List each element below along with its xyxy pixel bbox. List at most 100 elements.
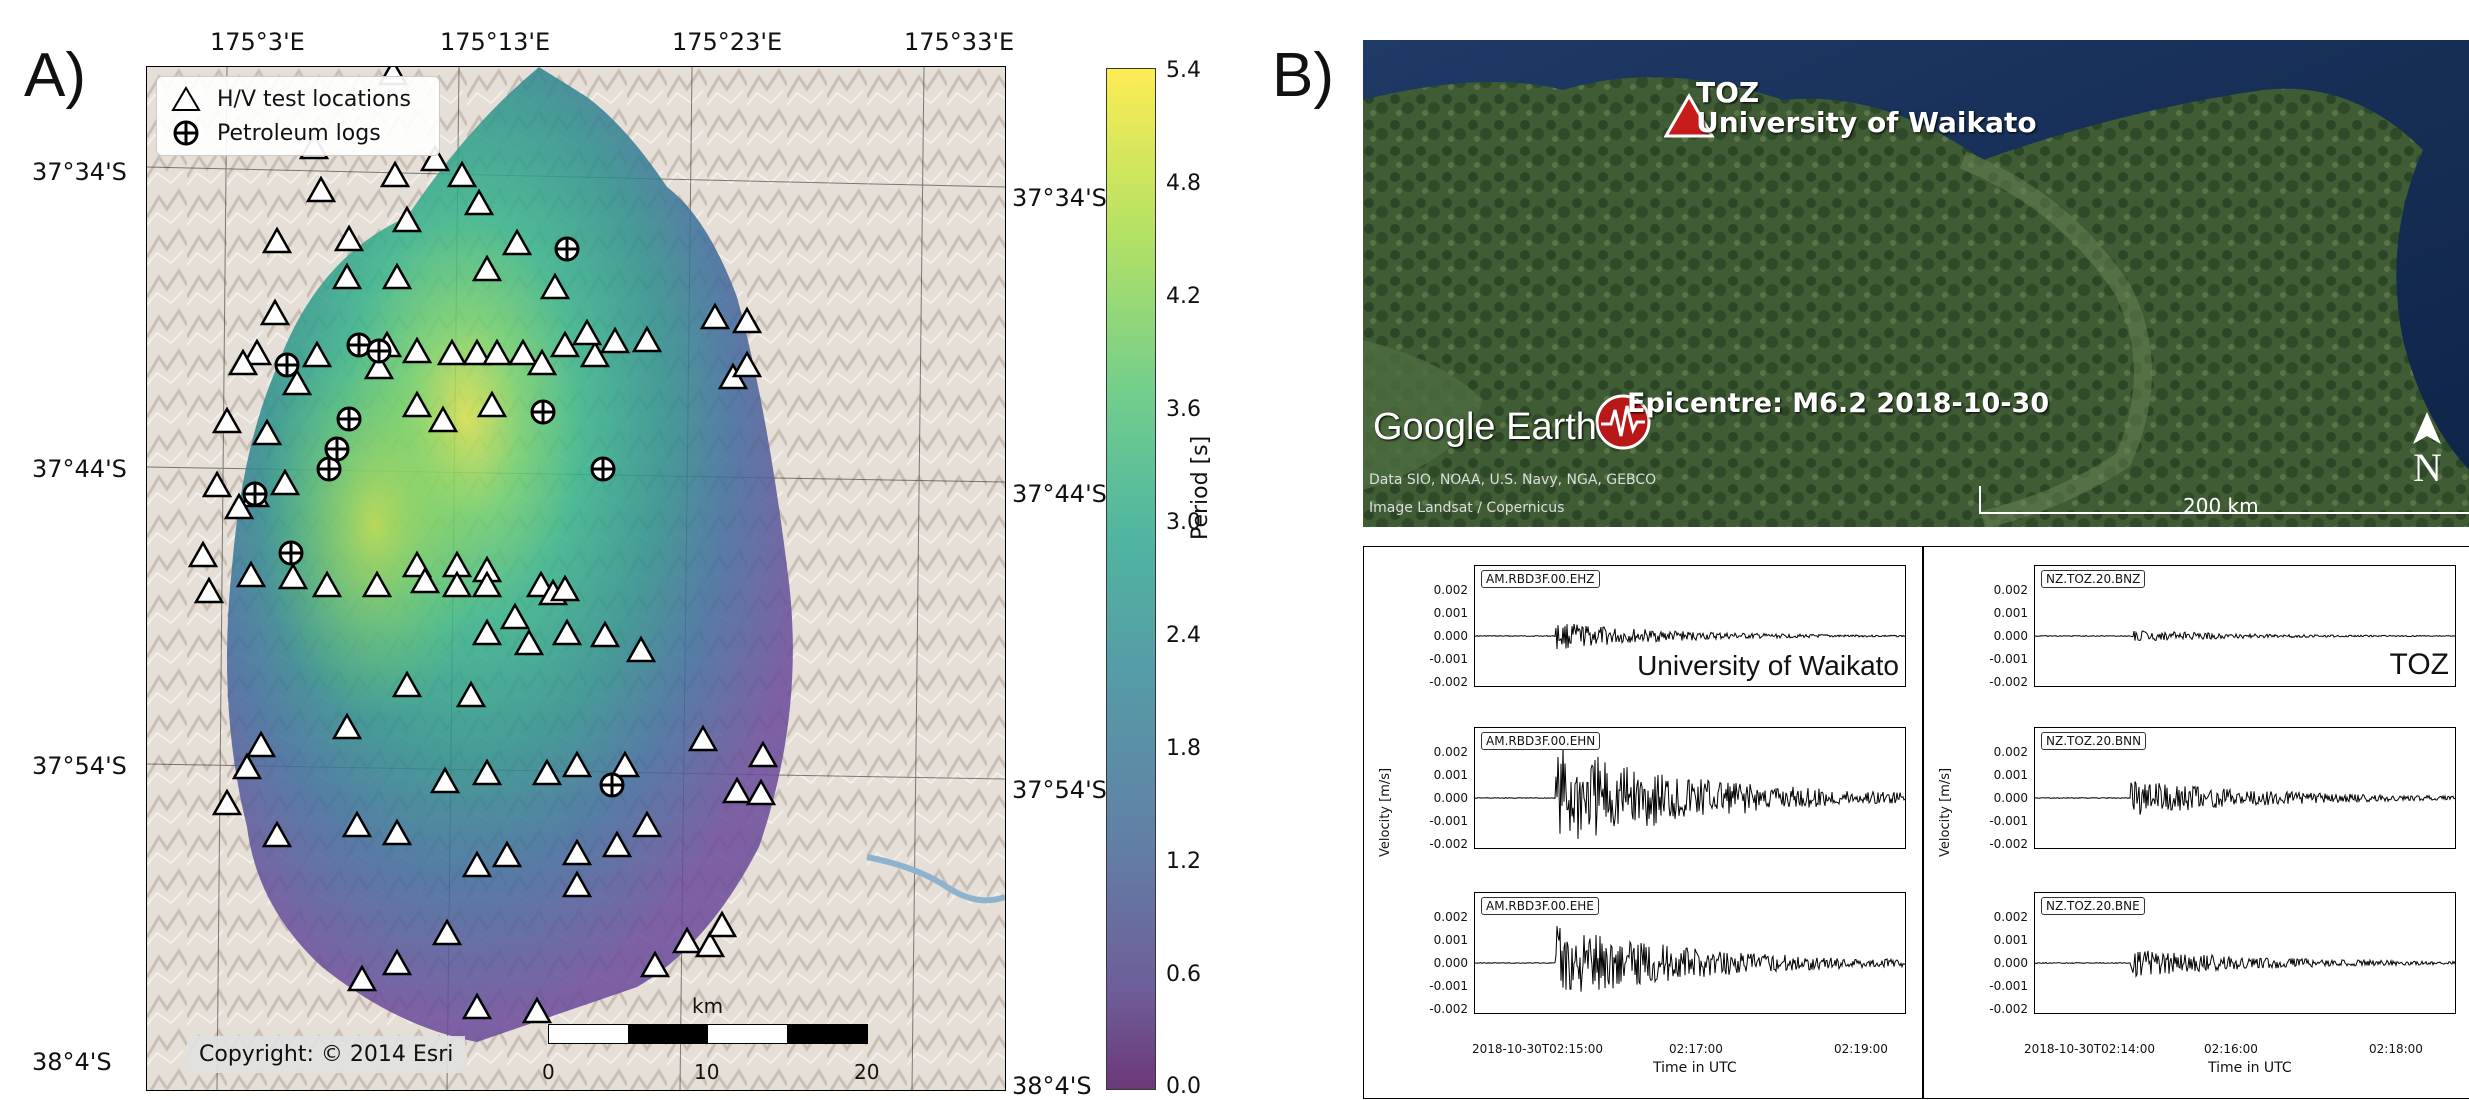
station-code: TOZ xyxy=(1696,76,1760,109)
epicentre-label: Epicentre: M6.2 2018-10-30 xyxy=(1627,388,2050,419)
hv-test-marker xyxy=(381,262,413,290)
y-tick-label: -0.002 xyxy=(1989,675,2028,689)
hv-test-marker xyxy=(211,406,243,434)
y-tick-label: -0.002 xyxy=(1429,837,1468,851)
x-axis-label: Time in UTC xyxy=(2208,1060,2292,1076)
hv-test-marker xyxy=(631,325,663,353)
hv-test-marker xyxy=(436,338,468,366)
x-tick-label: 02:17:00 xyxy=(1669,1042,1723,1056)
y-tick-label: 0.000 xyxy=(1993,791,2028,805)
y-tick-label: 0.002 xyxy=(1433,583,1468,597)
hv-test-marker xyxy=(281,368,313,396)
petroleum-log-marker xyxy=(346,332,372,358)
hv-test-marker xyxy=(193,576,225,604)
petroleum-log-marker xyxy=(242,481,268,507)
hv-test-marker xyxy=(471,570,503,598)
station-triangle-icon xyxy=(1664,92,1715,138)
hv-test-marker xyxy=(551,618,583,646)
hv-test-marker xyxy=(579,340,611,368)
scale-unit: km xyxy=(692,994,724,1018)
y-tick-label: 0.001 xyxy=(1993,768,2028,782)
hv-test-marker xyxy=(419,144,451,172)
waveform xyxy=(1475,624,1906,650)
y-tick-label: 0.000 xyxy=(1993,956,2028,970)
petroleum-log-marker xyxy=(530,399,556,425)
map-legend: H/V test locations Petroleum logs xyxy=(156,76,440,156)
hv-test-marker xyxy=(561,838,593,866)
petroleum-log-marker xyxy=(324,436,350,462)
y-axis-label: Velocity [m/s] xyxy=(1378,767,1393,857)
x-tick-label: 2018-10-30T02:14:00 xyxy=(2024,1042,2155,1056)
petroleum-log-marker xyxy=(278,540,304,566)
trace-plot: AM.RBD3F.00.EHE xyxy=(1474,892,1906,1014)
map-scale-label: 200 km xyxy=(2183,494,2259,518)
channel-tag: AM.RBD3F.00.EHN xyxy=(1481,732,1601,750)
x-tick-label: 02:19:00 xyxy=(1834,1042,1888,1056)
hv-test-marker xyxy=(461,338,493,366)
hv-test-marker xyxy=(277,562,309,590)
trace-plot: NZ.TOZ.20.BNE xyxy=(2034,892,2456,1014)
y-tick-label: 0.002 xyxy=(1433,745,1468,759)
station-label: University of Waikato xyxy=(1637,650,1899,681)
petroleum-log-marker xyxy=(599,772,625,798)
cb-tick-4: 3.0 xyxy=(1166,510,1201,535)
y-tick-label: 0.002 xyxy=(1433,910,1468,924)
hv-test-marker xyxy=(241,338,273,366)
lat-tick-left-2: 37°44'S xyxy=(32,455,127,483)
hv-test-marker xyxy=(526,348,558,376)
column-divider xyxy=(1922,547,1924,1098)
channel-tag: NZ.TOZ.20.BNZ xyxy=(2041,570,2146,588)
hv-test-marker xyxy=(311,570,343,598)
x-tick-label: 02:18:00 xyxy=(2369,1042,2423,1056)
hv-test-marker xyxy=(501,228,533,256)
north-arrow-icon xyxy=(2413,412,2441,444)
hv-test-marker xyxy=(671,926,703,954)
y-tick-label: 0.001 xyxy=(1993,933,2028,947)
y-tick-label: -0.001 xyxy=(1989,979,2028,993)
hv-test-marker xyxy=(481,338,513,366)
cb-tick-8: 0.6 xyxy=(1166,962,1201,987)
hv-test-marker xyxy=(301,340,333,368)
colorbar xyxy=(1106,68,1156,1090)
hv-test-marker xyxy=(491,840,523,868)
y-tick-label: -0.002 xyxy=(1429,675,1468,689)
lat-tick-right-3: 37°54'S xyxy=(1012,776,1107,804)
trace-plot: AM.RBD3F.00.EHN xyxy=(1474,727,1906,849)
y-tick-label: 0.001 xyxy=(1993,606,2028,620)
lon-tick-4: 175°33'E xyxy=(904,28,1015,56)
cb-tick-9: 0.0 xyxy=(1166,1074,1201,1099)
hv-test-marker xyxy=(431,918,463,946)
petroleum-log-marker xyxy=(554,236,580,262)
hv-test-marker xyxy=(251,418,283,446)
hv-test-marker xyxy=(211,788,243,816)
hv-test-marker xyxy=(631,810,663,838)
lon-tick-1: 175°3'E xyxy=(210,28,305,56)
waveform xyxy=(2034,781,2456,815)
hv-test-marker xyxy=(441,570,473,598)
hv-test-marker xyxy=(245,730,277,758)
hv-test-marker xyxy=(331,712,363,740)
y-tick-label: 0.000 xyxy=(1433,629,1468,643)
cb-tick-1: 4.8 xyxy=(1166,171,1201,196)
hv-test-marker xyxy=(455,680,487,708)
hv-test-marker xyxy=(381,818,413,846)
cb-tick-3: 3.6 xyxy=(1166,397,1201,422)
y-tick-label: -0.001 xyxy=(1989,652,2028,666)
hv-test-marker xyxy=(361,570,393,598)
hv-test-marker xyxy=(609,750,641,778)
petroleum-markers xyxy=(242,236,625,798)
waveform xyxy=(1474,926,1906,992)
triangle-icon xyxy=(171,86,201,111)
hv-test-marker xyxy=(745,778,777,806)
hv-test-marker xyxy=(363,352,395,380)
lat-tick-left-4: 38°4'S xyxy=(32,1048,112,1076)
hv-test-marker xyxy=(499,602,531,630)
cb-tick-5: 2.4 xyxy=(1166,623,1201,648)
hv-test-marker xyxy=(401,390,433,418)
waveform xyxy=(2035,950,2456,978)
hv-test-marker xyxy=(401,336,433,364)
hv-test-marker xyxy=(187,540,219,568)
right-seismograms: NZ.TOZ.20.BNZ TOZ 0.002 0.001 0.000 -0.001 -0.… xyxy=(1924,547,2469,1098)
hv-test-marker xyxy=(331,262,363,290)
hv-test-marker xyxy=(379,160,411,188)
